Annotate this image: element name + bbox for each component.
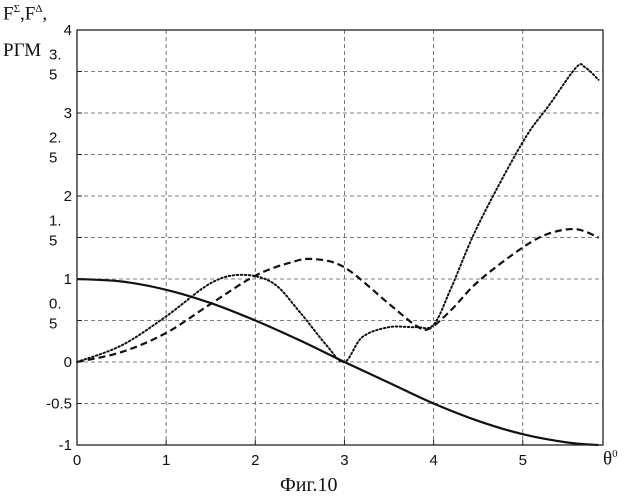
y-tick-label: 3.5 bbox=[49, 47, 62, 84]
figure-caption: Фиг.10 bbox=[280, 474, 337, 497]
x-tick-label: 4 bbox=[429, 452, 437, 469]
y-tick-label: 2 bbox=[64, 188, 72, 205]
series bbox=[77, 64, 599, 445]
y-tick-label: 4 bbox=[64, 22, 72, 39]
x-axis-label: θ0 bbox=[603, 448, 618, 470]
grid bbox=[77, 30, 603, 445]
y-tick-label: 2.5 bbox=[49, 130, 62, 167]
x-tick-label: 3 bbox=[340, 452, 348, 469]
x-tick-label: 5 bbox=[519, 452, 527, 469]
y-tick-label: 1 bbox=[64, 271, 72, 288]
y-tick-label: 0.5 bbox=[49, 296, 62, 333]
x-tick-label: 1 bbox=[162, 452, 170, 469]
y-tick-label: 1.5 bbox=[49, 213, 62, 250]
y-axis-label-line1: FΣ,FΔ, bbox=[3, 3, 47, 25]
tick-labels: 012345-1-0.500.511.522.533.54 bbox=[46, 22, 527, 469]
y-tick-label: -1 bbox=[59, 437, 72, 454]
series-line-dashed bbox=[77, 229, 599, 362]
y-tick-label: -0.5 bbox=[46, 396, 72, 413]
series-line-dotted bbox=[77, 64, 599, 362]
y-tick-label: 0 bbox=[64, 354, 72, 371]
x-tick-label: 2 bbox=[251, 452, 259, 469]
y-axis-label-line2: РГМ bbox=[3, 40, 41, 62]
y-tick-label: 3 bbox=[64, 105, 72, 122]
x-tick-label: 0 bbox=[73, 452, 81, 469]
